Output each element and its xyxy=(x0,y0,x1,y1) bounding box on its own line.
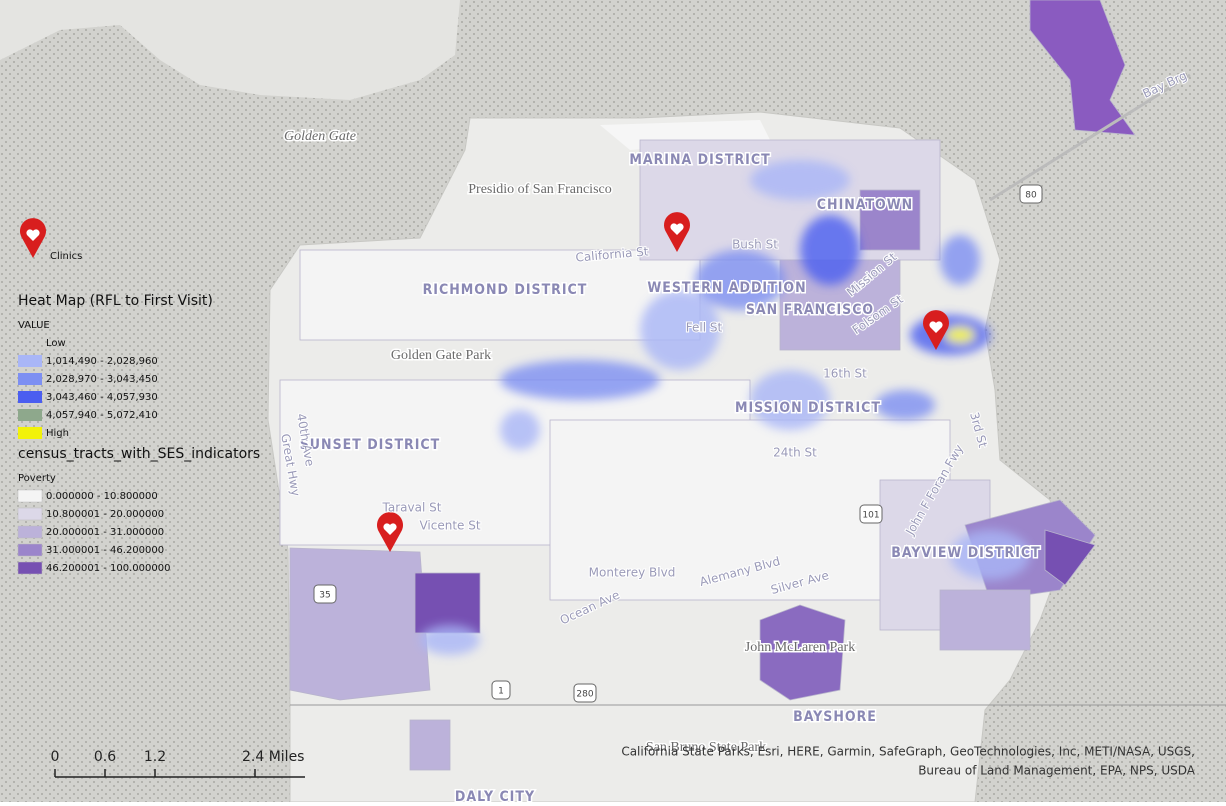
street-label: Taraval St xyxy=(382,501,442,515)
legend-swatch xyxy=(17,489,43,503)
district-label: MARINA DISTRICT xyxy=(629,152,770,168)
park-label: Golden Gate Park xyxy=(391,348,491,363)
park-label: San Bruno State Park xyxy=(646,740,766,755)
street-label: Vicente St xyxy=(419,519,480,533)
legend-label: 31.000001 - 46.200000 xyxy=(46,545,164,556)
legend-label: 10.800001 - 20.000000 xyxy=(46,509,164,520)
district-label: WESTERN ADDITION xyxy=(647,280,806,296)
legend-label: 1,014,490 - 2,028,960 xyxy=(46,356,158,367)
clinic-markers xyxy=(20,212,949,552)
legend-label: 46.200001 - 100.000000 xyxy=(46,563,170,574)
legend-label: 0.000000 - 10.800000 xyxy=(46,491,158,502)
marin-land xyxy=(0,0,460,100)
legend-swatch xyxy=(17,561,43,575)
park-label: John McLaren Park xyxy=(745,640,855,655)
city-label: SAN FRANCISCO xyxy=(746,302,874,318)
district-label: MISSION DISTRICT xyxy=(735,400,881,416)
district-label: SUNSET DISTRICT xyxy=(300,437,441,453)
place-label: Presidio of San Francisco xyxy=(468,182,611,197)
legend-title: census_tracts_with_SES_indicators xyxy=(18,446,260,462)
highway-shields: 80 101 280 35 1 xyxy=(313,184,1043,703)
legend-swatch xyxy=(18,391,42,403)
legend-label: 3,043,460 - 4,057,930 xyxy=(46,392,158,403)
legend-label: High xyxy=(46,428,69,439)
legend-swatch xyxy=(18,373,42,385)
legend-swatch xyxy=(18,409,42,421)
shield-label: 80 xyxy=(1025,191,1037,201)
shield-label: 35 xyxy=(319,591,330,601)
shield-label: 280 xyxy=(576,690,593,700)
street-label: Fell St xyxy=(686,321,723,335)
census-tracts xyxy=(279,0,1136,771)
legend-label: 2,028,970 - 3,043,450 xyxy=(46,374,158,385)
district-label: RICHMOND DISTRICT xyxy=(423,282,588,298)
heat-map xyxy=(420,160,1030,655)
legend-label: Clinics xyxy=(50,251,82,262)
legend-label: Low xyxy=(46,338,66,349)
street-label: Monterey Blvd xyxy=(589,566,676,580)
attribution-line: California State Parks, Esri, HERE, Garm… xyxy=(621,745,1195,759)
street-label: 16th St xyxy=(823,367,867,381)
district-label: BAYSHORE xyxy=(793,709,877,725)
legend-label: 20.000001 - 31.000000 xyxy=(46,527,164,538)
legend-title: Heat Map (RFL to First Visit) xyxy=(18,293,213,309)
street-label: 24th St xyxy=(773,446,817,460)
city-label: DALY CITY xyxy=(455,789,535,802)
district-label: CHINATOWN xyxy=(817,197,913,213)
scale-label: 0 xyxy=(51,749,60,765)
bay-bridge xyxy=(989,73,1191,202)
shield-label: 1 xyxy=(498,687,504,697)
legend-field: Poverty xyxy=(18,473,56,484)
scale-label: 2.4 Miles xyxy=(242,749,304,765)
scale-bar: 0 0.6 1.2 2.4 Miles xyxy=(51,749,305,778)
legend-swatch xyxy=(17,507,43,521)
scale-label: 0.6 xyxy=(94,749,116,765)
district-label: BAYVIEW DISTRICT xyxy=(891,545,1040,561)
street-label: California St xyxy=(575,244,649,264)
legend-swatch xyxy=(17,543,43,557)
legend-swatch xyxy=(17,525,43,539)
legend-swatch xyxy=(18,427,42,439)
legend: Clinics Heat Map (RFL to First Visit) VA… xyxy=(17,251,260,575)
attribution: California State Parks, Esri, HERE, Garm… xyxy=(621,745,1195,778)
legend-label: 4,057,940 - 5,072,410 xyxy=(46,410,158,421)
legend-swatch xyxy=(18,355,42,367)
scale-label: 1.2 xyxy=(144,749,166,765)
shield-label: 101 xyxy=(862,511,879,521)
legend-field: VALUE xyxy=(18,320,50,331)
place-label: Golden Gate xyxy=(284,129,356,144)
street-label: Bush St xyxy=(732,238,778,252)
attribution-line: Bureau of Land Management, EPA, NPS, USD… xyxy=(918,764,1196,778)
